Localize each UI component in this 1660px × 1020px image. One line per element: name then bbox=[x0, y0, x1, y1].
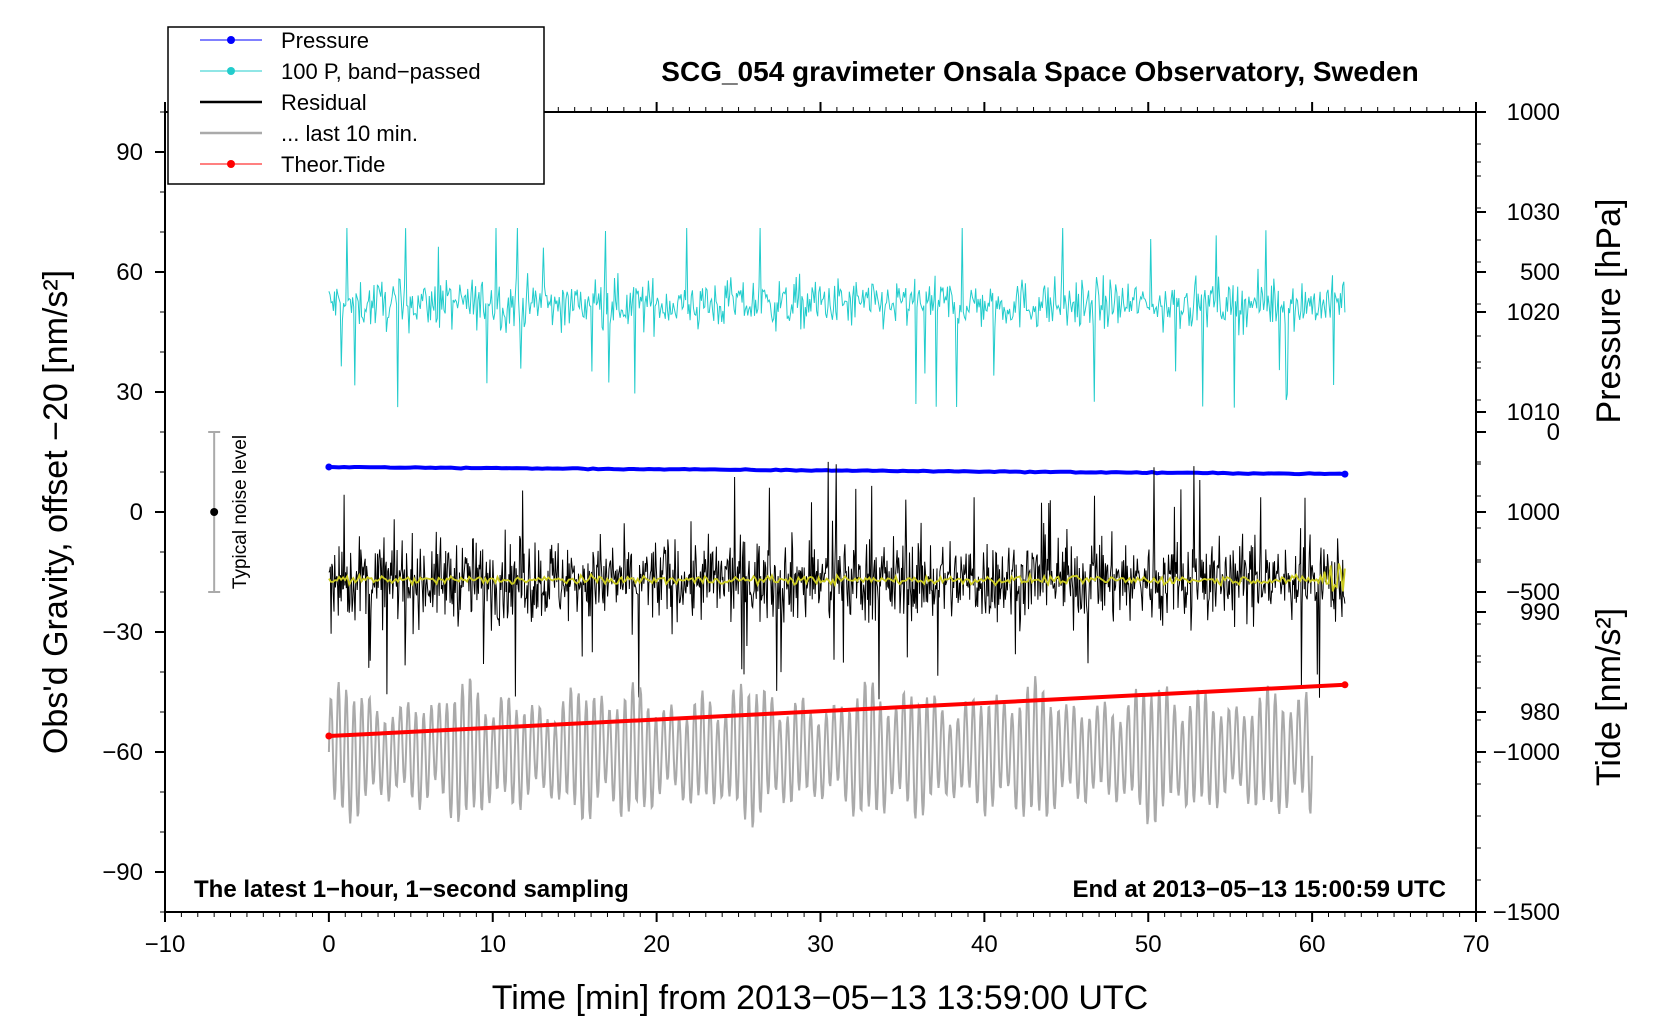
pressure-tick-label: 1000 bbox=[1507, 499, 1560, 526]
tick-layer: −10 0 10 20 30 40 50 60 709060300−30−60−90103010… bbox=[102, 99, 1560, 958]
bandpassed-line bbox=[328, 227, 1346, 408]
legend-swatch-marker bbox=[227, 36, 235, 44]
legend-label: Pressure bbox=[281, 28, 369, 53]
legend-label: Residual bbox=[281, 90, 367, 115]
legend-label: Theor.Tide bbox=[281, 152, 385, 177]
y-tick-label: −60 bbox=[102, 739, 143, 766]
x-tick-label: 20 bbox=[643, 931, 670, 958]
x-tick-label: 10 bbox=[479, 931, 506, 958]
legend-label: ... last 10 min. bbox=[281, 121, 418, 146]
tide-tick-label: 500 bbox=[1520, 259, 1560, 286]
x-tick-label: 40 bbox=[971, 931, 998, 958]
pressure-tick-label: 980 bbox=[1520, 699, 1560, 726]
pressure-line bbox=[328, 464, 1346, 477]
x-axis-label: Time [min] from 2013−05−13 13:59:00 UTC bbox=[492, 979, 1148, 1017]
noise-level-label: Typical noise level bbox=[230, 435, 251, 589]
legend-swatch-marker bbox=[227, 67, 235, 75]
tide-line bbox=[328, 682, 1346, 738]
tide-end-point bbox=[1341, 681, 1349, 689]
y-tick-label: 0 bbox=[130, 499, 143, 526]
residual-smoothed-line bbox=[328, 563, 1346, 592]
legend-box bbox=[167, 26, 545, 185]
chart-title: SCG_054 gravimeter Onsala Space Observat… bbox=[661, 56, 1418, 87]
y-axis-label: Obs'd Gravity, offset −20 [nm/s²] bbox=[37, 270, 75, 754]
plot-frame bbox=[164, 111, 1477, 913]
legend-label: 100 P, band−passed bbox=[281, 59, 481, 84]
annotation-right: End at 2013−05−13 15:00:59 UTC bbox=[1072, 876, 1446, 903]
pressure-tick-label: 990 bbox=[1520, 599, 1560, 626]
x-tick-label: 0 bbox=[322, 931, 335, 958]
tide-tick-label: −1500 bbox=[1493, 899, 1560, 926]
tide-axis-label: Tide [nm/s²] bbox=[1590, 608, 1628, 786]
pressure-tick-label: 1010 bbox=[1507, 399, 1560, 426]
last-10-min-line bbox=[327, 676, 1314, 828]
tide-start-point bbox=[325, 732, 333, 740]
series-layer bbox=[325, 227, 1349, 828]
noise-level-indicator: Typical noise level bbox=[208, 431, 251, 593]
tide-tick-label: −1000 bbox=[1493, 739, 1560, 766]
x-tick-label: 70 bbox=[1463, 931, 1490, 958]
pressure-start-point bbox=[325, 463, 333, 471]
pressure-tick-label: 1030 bbox=[1507, 199, 1560, 226]
pressure-tick-label: 1020 bbox=[1507, 299, 1560, 326]
y-tick-label: 90 bbox=[116, 139, 143, 166]
legend: Pressure 100 P, band−passed Residual ... la… bbox=[167, 26, 545, 185]
annotation-left: The latest 1−hour, 1−second sampling bbox=[194, 876, 629, 903]
tide-tick-label: 0 bbox=[1547, 419, 1560, 446]
tide-tick-label: −500 bbox=[1506, 579, 1560, 606]
pressure-end-point bbox=[1341, 470, 1349, 478]
y-tick-label: 30 bbox=[116, 379, 143, 406]
y-tick-label: −30 bbox=[102, 619, 143, 646]
legend-swatch-marker bbox=[227, 160, 235, 168]
noise-center-point bbox=[210, 508, 219, 516]
x-tick-label: 30 bbox=[807, 931, 834, 958]
x-tick-label: −10 bbox=[145, 931, 186, 958]
y-tick-label: 60 bbox=[116, 259, 143, 286]
pressure-axis-label: Pressure [hPa] bbox=[1590, 199, 1628, 424]
x-tick-label: 60 bbox=[1299, 931, 1326, 958]
x-tick-label: 50 bbox=[1135, 931, 1162, 958]
tide-tick-label: 1000 bbox=[1507, 99, 1560, 126]
y-tick-label: −90 bbox=[102, 859, 143, 886]
